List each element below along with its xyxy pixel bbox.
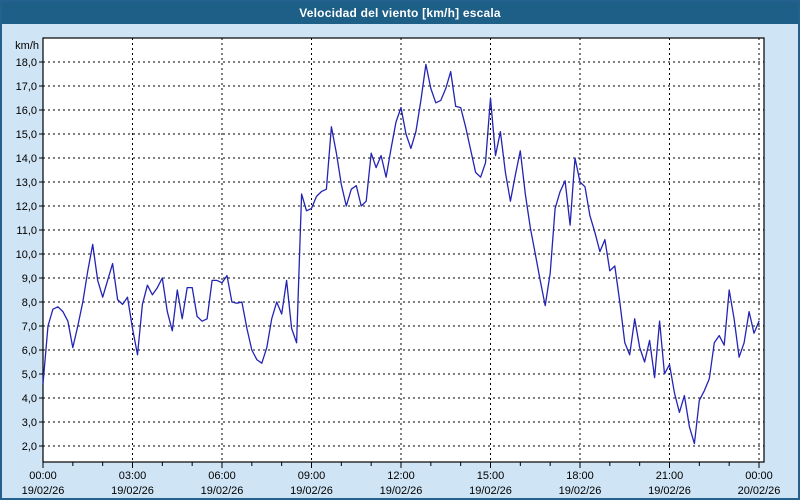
x-tick-time-label: 21:00	[656, 470, 684, 482]
x-tick-date-label: 19/02/26	[648, 485, 691, 497]
y-tick-label: 15,0	[16, 129, 37, 141]
x-tick-time-label: 00:00	[745, 470, 773, 482]
wind-speed-line-series	[42, 63, 760, 445]
x-tick-time-label: 15:00	[477, 470, 505, 482]
plot-area	[43, 38, 764, 462]
grid-lines	[39, 38, 764, 462]
x-tick-time-label: 06:00	[208, 470, 236, 482]
y-tick-label: 8,0	[22, 297, 37, 309]
x-tick-date-label: 19/02/26	[380, 485, 423, 497]
y-tick-label: 16,0	[16, 105, 37, 117]
x-tick-time-label: 09:00	[298, 470, 326, 482]
y-tick-label: 18,0	[16, 57, 37, 69]
y-tick-label: 5,0	[22, 369, 37, 381]
x-tick-date-label: 20/02/26	[738, 485, 781, 497]
y-tick-label: 2,0	[22, 441, 37, 453]
x-axis-labels: 00:00 19/02/26 03:00 19/02/26 06:00 19/02/26 0…	[22, 470, 781, 497]
x-tick-date-label: 19/02/26	[22, 485, 65, 497]
y-tick-label: 3,0	[22, 417, 37, 429]
x-tick-time-label: 18:00	[566, 470, 594, 482]
y-tick-label: 9,0	[22, 273, 37, 285]
y-tick-label: 10,0	[16, 249, 37, 261]
x-tick-time-label: 12:00	[387, 470, 415, 482]
y-tick-label: 11,0	[16, 225, 37, 237]
x-tick-time-label: 00:00	[29, 470, 57, 482]
title-bar: Velocidad del viento [km/h] escala	[2, 2, 798, 24]
page-title: Velocidad del viento [km/h] escala	[299, 6, 501, 20]
x-tick-date-label: 19/02/26	[559, 485, 602, 497]
y-tick-label: 13,0	[16, 177, 37, 189]
y-tick-label: 7,0	[22, 321, 37, 333]
y-tick-label: 6,0	[22, 345, 37, 357]
plot-border	[42, 37, 765, 463]
x-tick-time-label: 03:00	[119, 470, 147, 482]
x-tick-date-label: 19/02/26	[111, 485, 154, 497]
x-tick-date-label: 19/02/26	[290, 485, 333, 497]
y-tick-label: 12,0	[16, 201, 37, 213]
y-axis-unit-label: km/h	[15, 40, 39, 52]
x-tick-date-label: 19/02/26	[201, 485, 244, 497]
y-tick-label: 4,0	[22, 393, 37, 405]
x-tick-date-label: 19/02/26	[469, 485, 512, 497]
y-axis-labels: km/h 18,0 17,0 16,0 15,0 14,0 13,0 12,0 11,0 10,0…	[15, 40, 39, 453]
x-axis-ticks	[42, 462, 760, 468]
y-tick-label: 17,0	[16, 81, 37, 93]
y-tick-label: 14,0	[16, 153, 37, 165]
